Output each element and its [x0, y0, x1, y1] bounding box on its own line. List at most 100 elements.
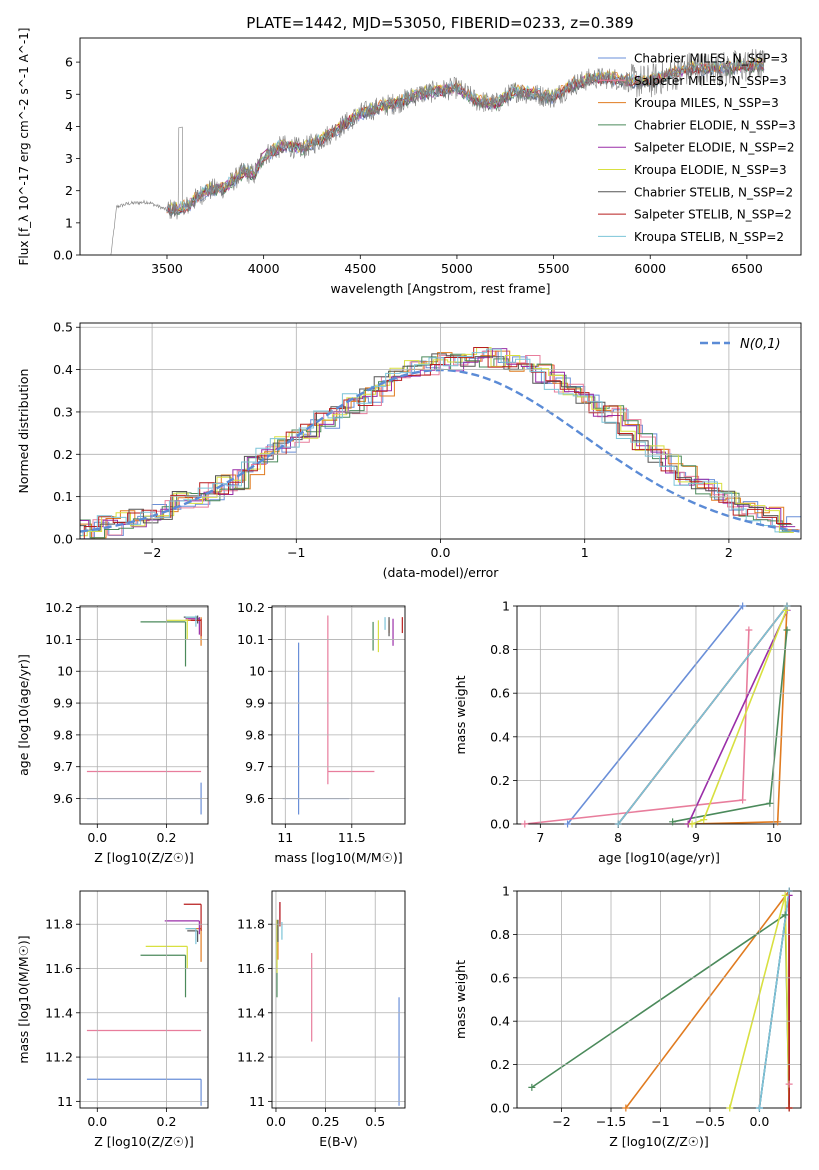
age-vs-mass-ytick-label: 9.7: [245, 759, 265, 774]
mass-vs-EBV-ytick-label: 11.6: [237, 961, 265, 976]
mass-weight-vs-age-ylabel: mass weight: [453, 675, 468, 754]
mass-vs-Z-ylabel: mass [log10(M/M☉)]: [16, 935, 31, 1063]
mass-weight-vs-Z-ytick-label: 0.6: [490, 970, 510, 985]
weight-marker: [739, 602, 747, 610]
weight-marker: [528, 1083, 536, 1091]
chart-mass-vs-Z: 0.0 0.2 11 11.2 11.4 11.6 11.8 Z [log10(Z/Z☉)] m…: [16, 890, 209, 1149]
spectrum-xtick-label: 4500: [344, 261, 376, 276]
mass-vs-Z-ytick-label: 11.8: [45, 917, 73, 932]
mass-vs-EBV-frame: [271, 890, 406, 1109]
spectrum-data-line: [110, 48, 765, 255]
spectrum-xtick-label: 5500: [538, 261, 570, 276]
weight-line: [625, 891, 790, 1108]
age-vs-Z-ytick-label: 9.7: [53, 759, 73, 774]
spectrum-xtick-label: 3500: [151, 261, 183, 276]
mass-vs-Z-ytick-label: 11.6: [45, 961, 73, 976]
residuals-xtick-label: 1: [581, 545, 589, 560]
mass-weight-vs-Z-xtick-label: −1.5: [596, 1114, 626, 1129]
mass-weight-vs-Z-ytick-label: 0.2: [490, 1057, 510, 1072]
mass-vs-Z-xlabel: Z [log10(Z/Z☉)]: [94, 1134, 194, 1149]
chart-mass-weight-vs-age: 7 8 9 10 0.0 0.2 0.4 0.6 0.8 1 age [log10(age/yr)]…: [453, 599, 802, 865]
weight-line: [524, 629, 750, 824]
weight-marker: [766, 799, 774, 807]
weight-marker: [785, 1080, 793, 1088]
chart-age-vs-mass: 11 11.5 9.6 9.7 9.8 9.9 10 10.1 10.2 mass [log10(…: [237, 600, 406, 865]
mass-weight-vs-Z-xtick-label: −2: [552, 1114, 570, 1129]
residuals-ytick-label: 0.0: [53, 532, 73, 547]
mass-vs-EBV-ytick-label: 11: [249, 1094, 265, 1109]
mass-vs-EBV-xlabel: E(B-V): [319, 1134, 358, 1149]
mass-vs-Z-xtick-label: 0.0: [87, 1114, 107, 1129]
age-vs-mass-frame: [271, 605, 406, 825]
mass-weight-vs-Z-ytick-label: 1: [502, 884, 510, 899]
chart-residuals: −2 −1 0.0 1 2 0.0 0.1 0.2 0.3 0.4 0.5 (data-model)/…: [16, 320, 802, 580]
residual-histogram: [80, 348, 790, 536]
residuals-plot-area: [80, 347, 801, 539]
figure-title: PLATE=1442, MJD=53050, FIBERID=0233, z=0…: [246, 14, 633, 32]
chart-mass-weight-vs-Z: −2 −1.5 −1 −0.5 0.0 0.0 0.2 0.4 0.6 0.8 1 Z [log10(…: [453, 884, 802, 1149]
chart-mass-vs-EBV: 0.0 0.25 0.5 11 11.2 11.4 11.6 11.8 E(B-V): [237, 890, 406, 1149]
age-vs-Z-ytick-label: 10.1: [45, 632, 73, 647]
spectrum-xtick-label: 6000: [634, 261, 666, 276]
mass-weight-vs-age-ytick-label: 0.6: [490, 686, 510, 701]
age-vs-mass-ytick-label: 10.1: [237, 632, 265, 647]
age-vs-Z-xtick-label: 0.2: [157, 830, 177, 845]
residuals-ylabel: Normed distribution: [16, 369, 31, 494]
age-vs-Z-ytick-label: 10.2: [45, 600, 73, 615]
age-vs-Z-ytick-label: 9.6: [53, 791, 73, 806]
mass-weight-vs-Z-ytick-label: 0.0: [490, 1101, 510, 1116]
residual-histogram: [80, 353, 797, 539]
age-vs-Z-plot-area: [86, 615, 202, 815]
chart-spectrum: 3500 4000 4500 5000 5500 6000 6500 0.0 1 2 3 4 5 6 wav…: [17, 28, 802, 296]
age-vs-mass-ytick-label: 9.8: [245, 727, 265, 742]
weight-line: [758, 891, 790, 1108]
mass-weight-vs-Z-xlabel: Z [log10(Z/Z☉)]: [609, 1134, 709, 1149]
residuals-frame: [79, 322, 802, 540]
weight-marker: [774, 818, 782, 826]
age-vs-mass-ytick-label: 10.2: [237, 600, 265, 615]
mass-weight-vs-Z-frame: [516, 890, 802, 1109]
residuals-ytick-label: 0.5: [53, 320, 73, 335]
weight-marker: [688, 820, 696, 828]
age-vs-Z-xtick-label: 0.0: [87, 830, 107, 845]
spectrum-ytick-label: 6: [65, 55, 73, 70]
mass-weight-vs-Z-plot-area: [531, 891, 790, 1108]
age-vs-Z-ytick-label: 9.8: [53, 727, 73, 742]
residuals-xtick-label: 0.0: [431, 545, 451, 560]
spectrum-ytick-label: 1: [65, 215, 73, 230]
legend-label: Kroupa STELIB, N_SSP=2: [634, 230, 784, 244]
mass-weight-vs-age-ytick-label: 0.8: [490, 642, 510, 657]
mass-weight-vs-age-xtick-label: 9: [692, 830, 700, 845]
mass-vs-Z-ytick-label: 11: [57, 1094, 73, 1109]
spectrum-xtick-label: 6500: [731, 261, 763, 276]
mass-weight-vs-Z-ytick-label: 0.4: [490, 1014, 510, 1029]
legend-label: Chabrier MILES, N_SSP=3: [634, 52, 788, 66]
residuals-ytick-label: 0.1: [53, 489, 73, 504]
spectrum-xtick-label: 5000: [441, 261, 473, 276]
age-vs-Z-ytick-label: 10: [57, 664, 73, 679]
spectrum-ytick-label: 4: [65, 119, 73, 134]
weight-line: [566, 606, 744, 824]
spectrum-ytick-label: 3: [65, 151, 73, 166]
mass-weight-vs-age-xtick-label: 8: [614, 830, 622, 845]
mass-weight-vs-age-frame: [516, 605, 802, 825]
spectrum-plot-area: [110, 48, 765, 255]
mass-weight-vs-age-xtick-label: 7: [536, 830, 544, 845]
mass-weight-vs-age-xtick-label: 10: [766, 830, 782, 845]
legend-label: Kroupa MILES, N_SSP=3: [634, 96, 779, 110]
weight-marker: [614, 820, 622, 828]
residuals-ytick-label: 0.2: [53, 447, 73, 462]
mass-vs-EBV-plot-area: [276, 902, 400, 1106]
age-vs-Z-ytick-label: 9.9: [53, 696, 73, 711]
weight-marker: [622, 1104, 630, 1112]
legend-label: Chabrier STELIB, N_SSP=2: [634, 185, 793, 199]
spectrum-ytick-label: 0.0: [53, 248, 73, 263]
weight-line: [687, 610, 788, 824]
chart-age-vs-Z: 0.0 0.2 9.6 9.7 9.8 9.9 10 10.1 10.2 Z [log10(Z/Z…: [16, 600, 209, 865]
age-vs-Z-frame: [79, 605, 209, 825]
mass-weight-vs-Z-xtick-label: 0.0: [749, 1114, 769, 1129]
mass-weight-vs-age-ytick-label: 1: [502, 599, 510, 614]
age-vs-mass-xlabel: mass [log10(M/M☉)]: [274, 850, 402, 865]
mass-vs-Z-ytick-label: 11.2: [45, 1050, 73, 1065]
